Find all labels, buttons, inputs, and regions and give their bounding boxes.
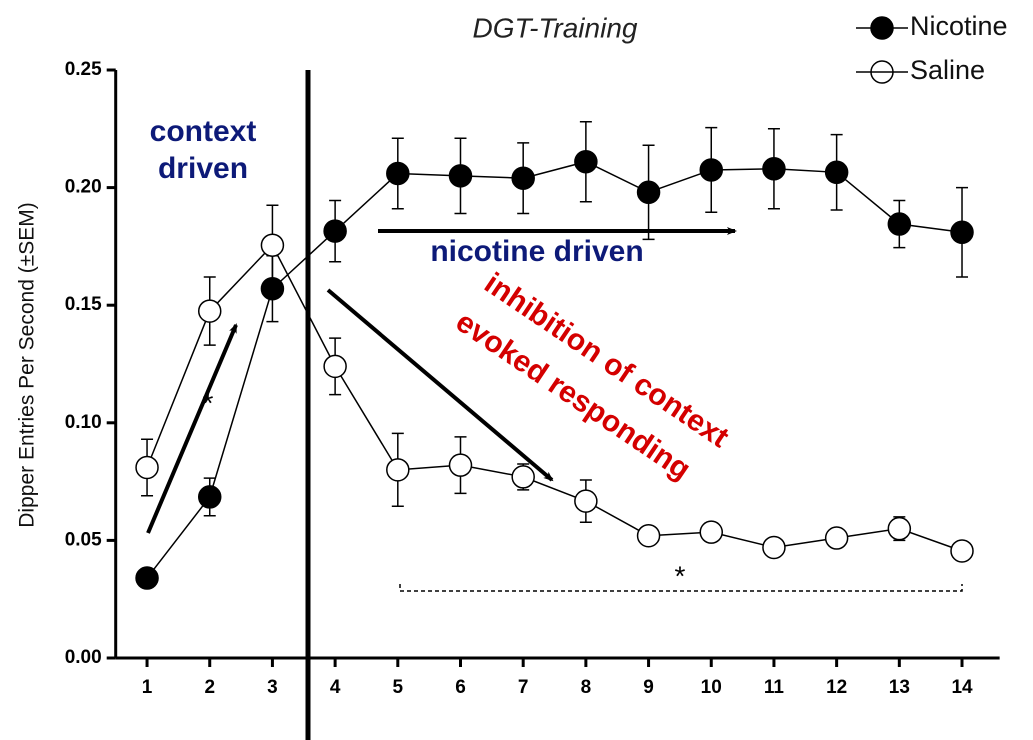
x-tick-label: 4 xyxy=(330,677,341,698)
data-point xyxy=(197,299,222,323)
annotation: * xyxy=(203,387,214,418)
y-tick-label: 0.20 xyxy=(65,177,102,198)
x-tick-label: 2 xyxy=(204,677,215,698)
data-point xyxy=(135,566,159,590)
x-tick-label: 7 xyxy=(518,677,529,698)
error-bar xyxy=(517,142,530,215)
error-bar xyxy=(454,137,467,215)
chart-title: DGT-Training xyxy=(473,12,638,43)
arrow xyxy=(326,288,554,482)
data-point xyxy=(197,485,222,509)
data-point xyxy=(699,158,724,182)
error-bar xyxy=(893,199,906,249)
data-point xyxy=(950,220,974,245)
arrow xyxy=(146,323,238,534)
x-tick-label: 3 xyxy=(267,677,278,698)
error-bar xyxy=(266,204,279,286)
x-tick-label: 8 xyxy=(581,677,592,698)
error-bar xyxy=(642,144,655,241)
error-bar xyxy=(329,337,342,396)
error-bar xyxy=(705,126,718,214)
x-tick-label: 14 xyxy=(951,677,973,698)
data-point xyxy=(762,157,786,181)
data-point xyxy=(260,233,285,257)
y-axis-label: Dipper Entries Per Second (±SEM) xyxy=(16,202,39,527)
data-point xyxy=(323,219,347,243)
data-point xyxy=(950,539,974,563)
error-bar xyxy=(391,137,404,210)
y-tick-label: 0.10 xyxy=(65,412,102,433)
data-point xyxy=(448,164,473,188)
y-tick-label: 0.15 xyxy=(65,294,102,315)
data-point xyxy=(511,465,535,489)
x-tick-label: 11 xyxy=(764,677,785,698)
data-point xyxy=(636,180,661,205)
data-point xyxy=(386,161,410,186)
error-bar xyxy=(329,199,342,263)
x-tick-label: 1 xyxy=(142,677,153,698)
data-point xyxy=(386,458,410,482)
data-point xyxy=(636,523,661,548)
y-tick-label: 0.05 xyxy=(65,529,102,550)
x-tick-label: 12 xyxy=(826,677,847,698)
x-tick-label: 5 xyxy=(393,677,404,698)
data-point xyxy=(511,166,535,190)
legend-label: Saline xyxy=(910,55,985,85)
error-bar xyxy=(454,436,467,495)
error-bar xyxy=(579,120,592,203)
annotation-text: context xyxy=(150,115,257,148)
data-point xyxy=(135,455,159,480)
x-tick-label: 13 xyxy=(889,677,910,698)
error-bar xyxy=(391,432,404,508)
x-tick-label: 10 xyxy=(701,677,722,698)
plot-area xyxy=(135,120,974,590)
annotation-text: driven xyxy=(158,152,248,185)
y-tick-label: 0.00 xyxy=(65,647,102,668)
y-tick-label: 0.25 xyxy=(65,59,102,80)
data-point xyxy=(448,453,473,477)
annotation: nicotine driven xyxy=(430,235,643,268)
data-point xyxy=(323,354,347,379)
data-point xyxy=(824,526,849,550)
legend-label: Nicotine xyxy=(910,11,1008,41)
data-point xyxy=(887,212,912,236)
data-point xyxy=(574,149,598,174)
x-tick-label: 9 xyxy=(643,677,654,698)
data-point xyxy=(824,160,849,185)
data-point xyxy=(574,489,598,513)
annotation-text: nicotine driven xyxy=(430,235,643,268)
annotation: context driven xyxy=(150,115,257,185)
error-bar xyxy=(767,128,780,210)
annotation-text: * xyxy=(203,387,214,418)
annotation: * xyxy=(675,560,686,591)
error-bar xyxy=(141,438,154,497)
data-point xyxy=(699,520,724,544)
annotation-text: * xyxy=(675,560,686,591)
x-tick-label: 6 xyxy=(455,677,466,698)
data-point xyxy=(887,516,912,541)
error-bar xyxy=(203,276,216,346)
significance-bracket xyxy=(399,584,963,592)
error-bar xyxy=(830,133,843,211)
data-point xyxy=(762,535,786,560)
error-bar xyxy=(956,186,969,278)
